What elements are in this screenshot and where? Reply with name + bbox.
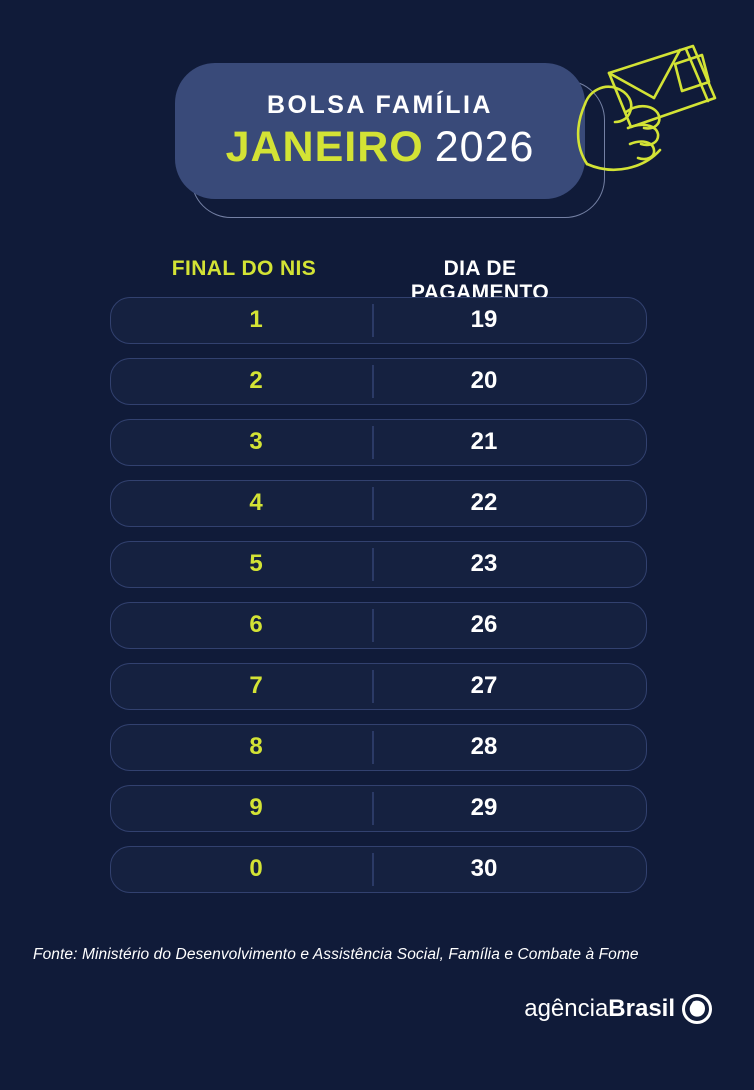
nis-value: 7 [249, 672, 263, 699]
column-header-final-do-nis: FINAL DO NIS [171, 257, 317, 280]
table-row: 8 28 [110, 724, 647, 771]
nis-value: 8 [249, 733, 263, 760]
table-row: 2 20 [110, 358, 647, 405]
nis-value: 2 [249, 367, 263, 394]
payment-day-value: 22 [470, 489, 498, 516]
row-divider [372, 670, 374, 703]
nis-value: 4 [249, 489, 263, 516]
nis-value: 0 [249, 855, 263, 882]
table-row: 3 21 [110, 419, 647, 466]
nis-value: 3 [249, 428, 263, 455]
nis-value: 1 [249, 306, 263, 333]
table-row: 6 26 [110, 602, 647, 649]
agencia-brasil-logo: agênciaBrasil [524, 992, 714, 1026]
payment-day-value: 27 [470, 672, 498, 699]
payment-day-value: 28 [470, 733, 498, 760]
table-header: FINAL DO NIS DIA DE PAGAMENTO [0, 257, 754, 304]
payment-day-value: 19 [470, 306, 498, 333]
table-row: 5 23 [110, 541, 647, 588]
table-row: 0 30 [110, 846, 647, 893]
row-divider [372, 731, 374, 764]
source-note: Fonte: Ministério do Desenvolvimento e A… [33, 946, 639, 963]
payment-day-value: 23 [470, 550, 498, 577]
row-divider [372, 426, 374, 459]
agencia-brasil-globe-icon [682, 994, 712, 1024]
payment-day-value: 26 [470, 611, 498, 638]
row-divider [372, 365, 374, 398]
header-card: BOLSA FAMÍLIA JANEIRO 2026 [175, 63, 585, 199]
payment-table: 1 19 2 20 3 21 4 22 5 23 6 26 7 27 8 2 8 … [110, 297, 647, 907]
logo-text-suffix: Brasil [608, 995, 675, 1022]
table-row: 1 19 [110, 297, 647, 344]
nis-value: 9 [249, 794, 263, 821]
payment-day-value: 30 [470, 855, 498, 882]
logo-text-prefix: agência [524, 995, 609, 1022]
payment-day-value: 29 [470, 794, 498, 821]
nis-value: 6 [249, 611, 263, 638]
row-divider [372, 487, 374, 520]
month-name: JANEIRO [225, 122, 424, 171]
row-divider [372, 792, 374, 825]
table-row: 7 27 [110, 663, 647, 710]
month-year: 2026 [434, 122, 535, 171]
payment-day-value: 21 [470, 428, 498, 455]
row-divider [372, 853, 374, 886]
month-line: JANEIRO 2026 [226, 123, 535, 172]
row-divider [372, 304, 374, 337]
table-row: 4 22 [110, 480, 647, 527]
row-divider [372, 609, 374, 642]
row-divider [372, 548, 374, 581]
table-row: 9 29 [110, 785, 647, 832]
nis-value: 5 [249, 550, 263, 577]
payment-day-value: 20 [470, 367, 498, 394]
hand-holding-card-icon [568, 34, 726, 190]
program-title: BOLSA FAMÍLIA [266, 90, 493, 119]
